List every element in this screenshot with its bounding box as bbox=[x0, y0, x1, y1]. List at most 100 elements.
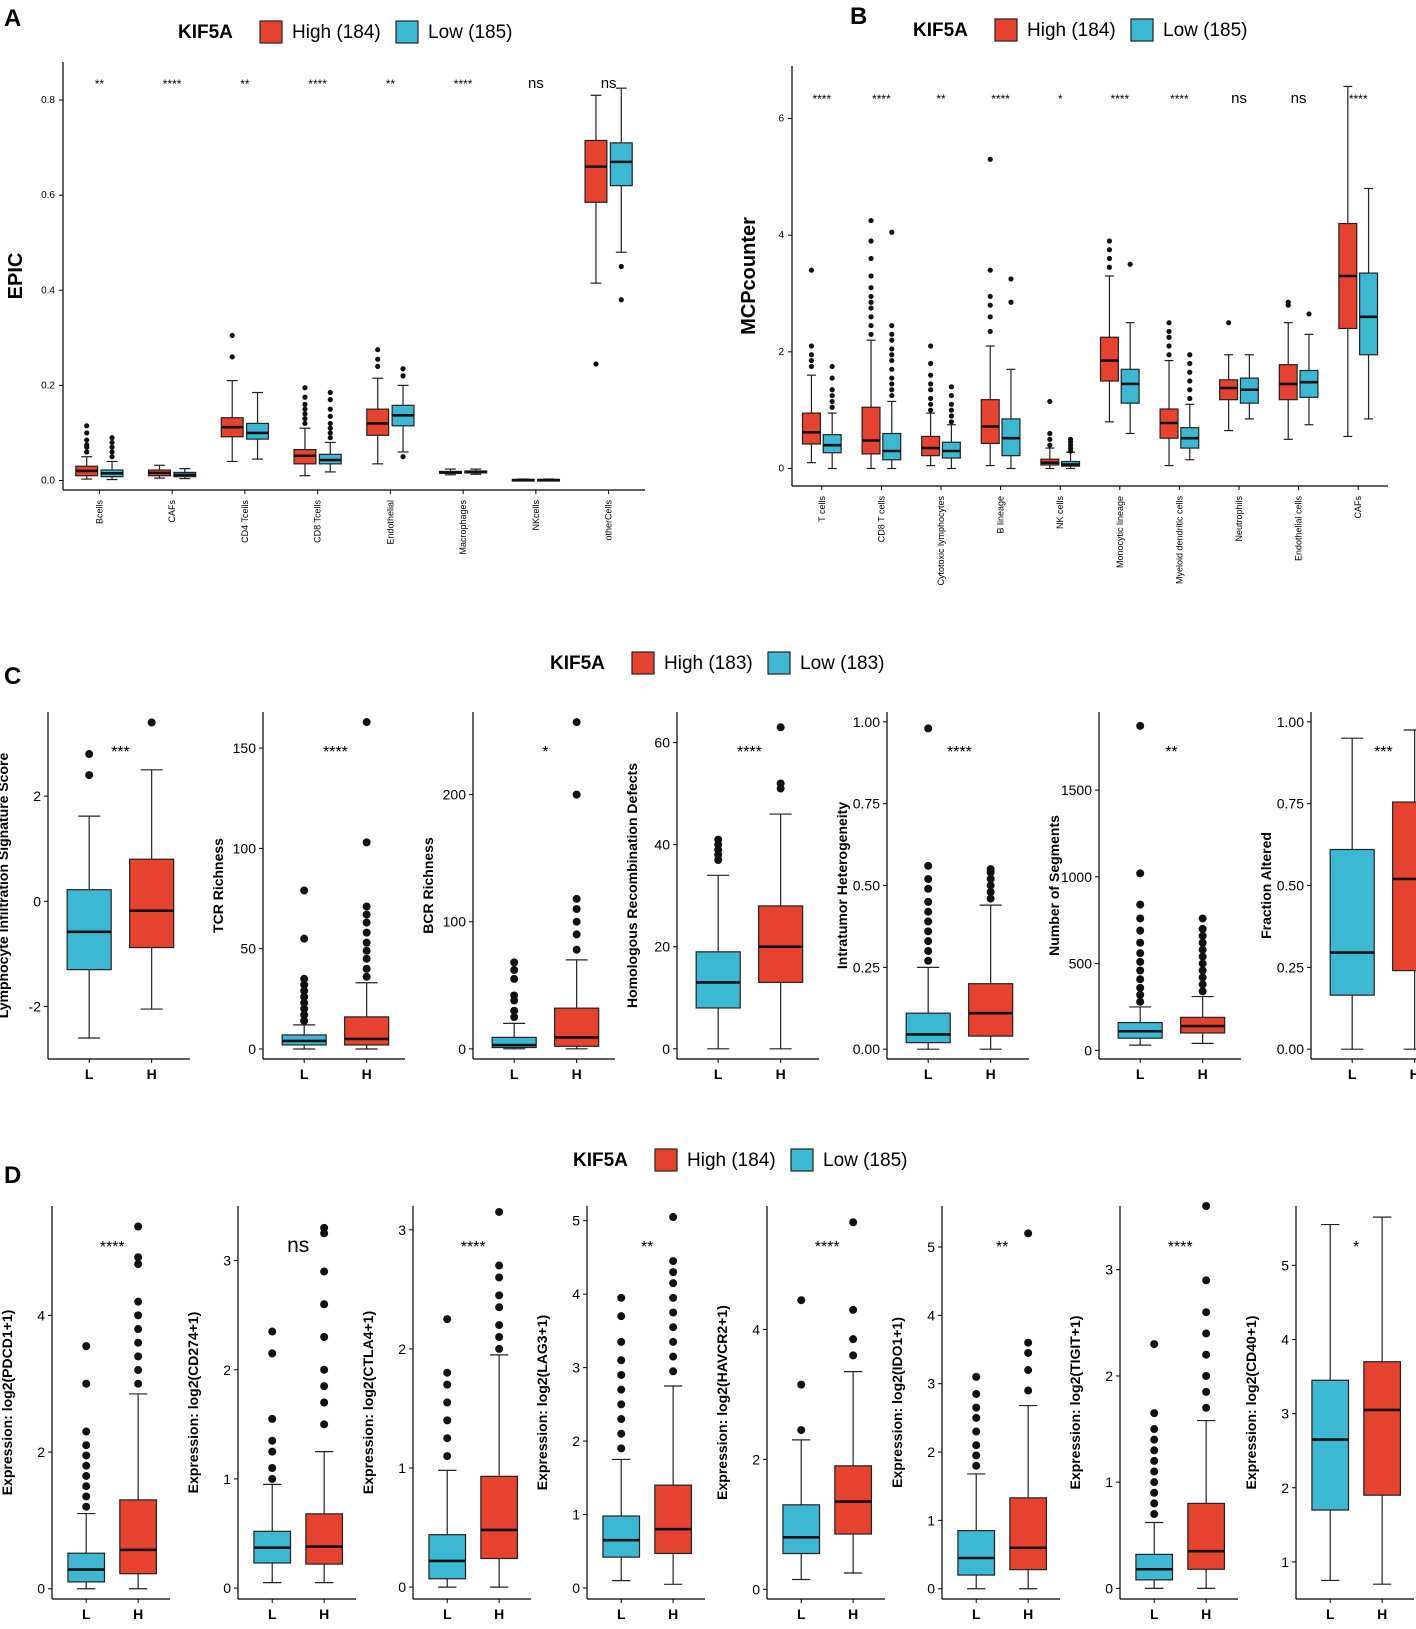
outlier-point bbox=[443, 1315, 452, 1324]
outlier-point bbox=[868, 238, 874, 244]
subplot: 0 500 1000 1500 Number of Segments L H ** bbox=[1046, 712, 1241, 1082]
outlier-point bbox=[327, 425, 333, 431]
outlier-point bbox=[1306, 311, 1312, 317]
outlier-point bbox=[1198, 980, 1207, 989]
outlier-point bbox=[1166, 343, 1172, 349]
subplot: 0 1 2 3 4 5 Expression: log2(LAG3+1) L H ** bbox=[534, 1206, 705, 1622]
y-tick-label: -2 bbox=[29, 998, 42, 1014]
outlier-point bbox=[300, 998, 309, 1007]
outlier-point bbox=[808, 357, 815, 364]
box-iqr bbox=[758, 905, 804, 984]
panel-C: C -2 0 2 Lymphocyte Infiltration Signature S… bbox=[0, 663, 1416, 1082]
outlier-point bbox=[776, 779, 785, 788]
outlier-point bbox=[1136, 990, 1145, 999]
outlier-point bbox=[302, 385, 308, 391]
x-tick-label: H bbox=[986, 1066, 996, 1082]
y-tick-label: 20 bbox=[654, 939, 670, 955]
outlier-point bbox=[1198, 966, 1207, 975]
box-iqr bbox=[801, 412, 821, 445]
box-iqr bbox=[1278, 364, 1298, 401]
outlier-point bbox=[987, 328, 993, 335]
outlier-point bbox=[1198, 938, 1207, 947]
outlier-point bbox=[302, 394, 308, 400]
outlier-point bbox=[714, 835, 723, 844]
significance-label: ** bbox=[240, 77, 250, 91]
outlier-point bbox=[986, 874, 995, 883]
y-axis-label: Number of Segments bbox=[1046, 815, 1062, 956]
outlier-point bbox=[868, 255, 874, 262]
outlier-point bbox=[302, 411, 308, 417]
outlier-point bbox=[327, 413, 333, 419]
outlier-point bbox=[400, 454, 406, 460]
outlier-point bbox=[1136, 997, 1145, 1006]
outlier-point bbox=[986, 881, 995, 890]
x-tick-label: H bbox=[848, 1606, 858, 1622]
x-tick-label: L bbox=[797, 1606, 806, 1622]
box-iqr bbox=[1329, 848, 1375, 996]
outlier-point bbox=[134, 1297, 143, 1306]
outlier-point bbox=[134, 1311, 143, 1320]
outlier-point bbox=[829, 375, 835, 381]
legend-label-high: High (184) bbox=[687, 1150, 776, 1171]
outlier-point bbox=[109, 439, 115, 446]
outlier-point bbox=[134, 1260, 143, 1269]
x-tick-label: H bbox=[668, 1606, 678, 1622]
outlier-point bbox=[972, 1427, 981, 1436]
outlier-point bbox=[948, 392, 954, 399]
box-iqr bbox=[66, 889, 112, 971]
outlier-point bbox=[320, 1420, 329, 1429]
outlier-point bbox=[362, 838, 371, 847]
y-tick-label: 4 bbox=[927, 1307, 935, 1323]
legend-swatch-high bbox=[654, 1148, 678, 1172]
box-iqr bbox=[861, 406, 881, 455]
outlier-point bbox=[1150, 1467, 1159, 1476]
y-axis-label: BCR Richness bbox=[420, 837, 436, 934]
outlier-point bbox=[362, 938, 371, 947]
significance-label: **** bbox=[1168, 1239, 1193, 1256]
outlier-point bbox=[327, 406, 333, 412]
y-tick-label: 0 bbox=[778, 464, 784, 475]
outlier-point bbox=[1024, 1338, 1033, 1347]
outlier-point bbox=[327, 389, 333, 396]
outlier-point bbox=[572, 790, 581, 799]
outlier-point bbox=[1136, 949, 1145, 958]
outlier-point bbox=[300, 974, 309, 983]
outlier-point bbox=[924, 724, 933, 733]
x-tick-label: L bbox=[617, 1606, 626, 1622]
outlier-point bbox=[972, 1372, 981, 1381]
box-iqr bbox=[554, 1007, 600, 1047]
outlier-point bbox=[1106, 264, 1113, 270]
outlier-point bbox=[134, 1366, 143, 1375]
legend-swatch-high bbox=[259, 20, 283, 44]
outlier-point bbox=[928, 401, 934, 407]
outlier-point bbox=[617, 1356, 626, 1365]
x-tick-label: H bbox=[1201, 1606, 1211, 1622]
x-tick-label: H bbox=[147, 1066, 157, 1082]
outlier-point bbox=[924, 874, 933, 883]
y-tick-label: 4 bbox=[752, 1321, 760, 1337]
outlier-point bbox=[948, 384, 954, 390]
significance-label: **** bbox=[1349, 92, 1368, 106]
legend-label-low: Low (183) bbox=[800, 653, 885, 674]
outlier-point bbox=[617, 1337, 626, 1346]
outlier-point bbox=[510, 991, 519, 1000]
outlier-point bbox=[1047, 430, 1053, 437]
outlier-point bbox=[134, 1253, 143, 1262]
outlier-point bbox=[1047, 436, 1053, 442]
outlier-point bbox=[1150, 1409, 1159, 1418]
box-iqr bbox=[480, 1475, 519, 1560]
significance-label: ns bbox=[1291, 90, 1307, 107]
outlier-point bbox=[362, 718, 371, 727]
outlier-point bbox=[268, 1474, 277, 1483]
outlier-point bbox=[618, 297, 624, 303]
y-tick-label: 1 bbox=[398, 1460, 406, 1476]
outlier-point bbox=[1106, 247, 1113, 253]
outlier-point bbox=[868, 273, 874, 279]
outlier-point bbox=[229, 332, 235, 339]
outlier-point bbox=[868, 217, 874, 224]
outlier-point bbox=[109, 454, 115, 460]
y-tick-label: 5 bbox=[927, 1239, 935, 1255]
outlier-point bbox=[669, 1213, 678, 1222]
legend-swatch-high bbox=[631, 651, 655, 675]
